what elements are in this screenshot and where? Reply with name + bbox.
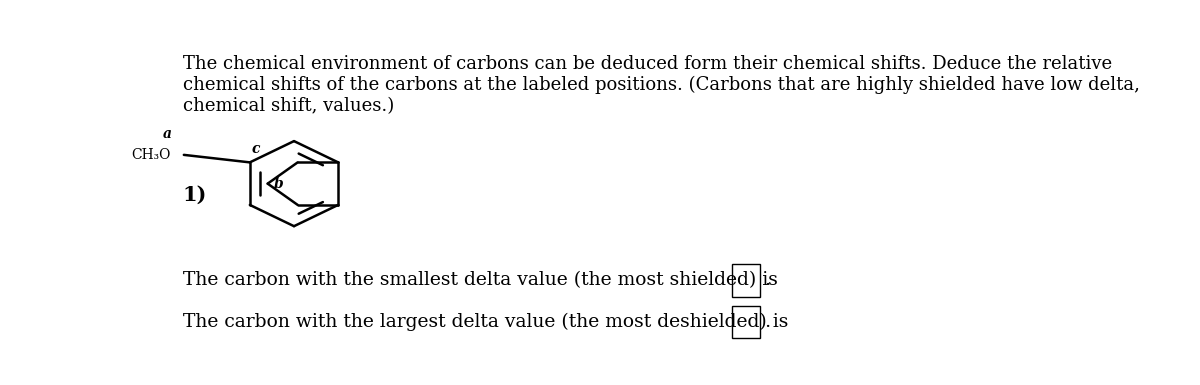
Text: c: c	[251, 142, 260, 156]
Text: b: b	[274, 177, 283, 191]
Text: 1): 1)	[182, 184, 206, 204]
Text: The chemical environment of carbons can be deduced form their chemical shifts. D: The chemical environment of carbons can …	[182, 55, 1140, 115]
Text: The carbon with the smallest delta value (the most shielded) is: The carbon with the smallest delta value…	[182, 271, 778, 290]
Text: .: .	[764, 271, 770, 290]
Text: CH₃O: CH₃O	[131, 148, 170, 162]
Text: a: a	[163, 127, 172, 141]
Bar	[732, 264, 760, 297]
Bar	[732, 306, 760, 338]
Text: The carbon with the largest delta value (the most deshielded) is: The carbon with the largest delta value …	[182, 313, 788, 331]
Text: .: .	[764, 313, 770, 331]
